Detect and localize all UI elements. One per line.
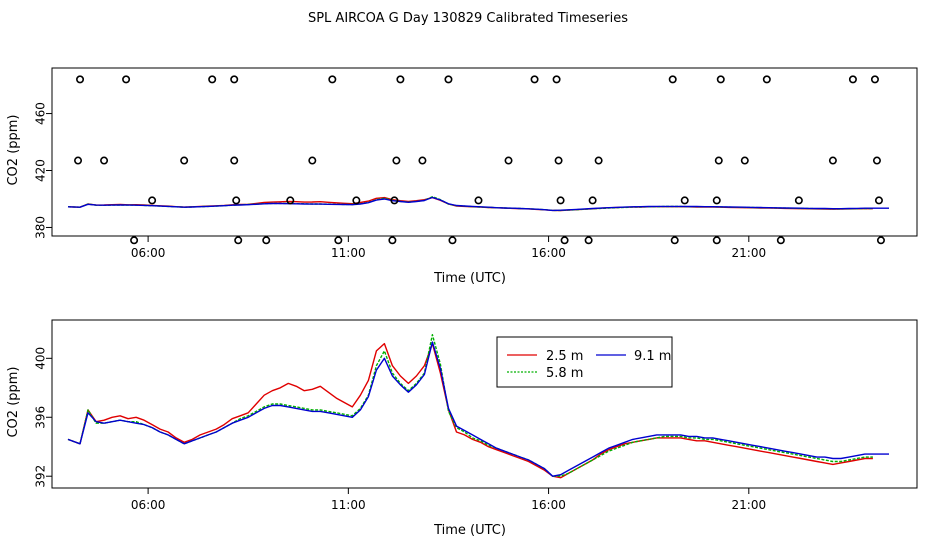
bottom-panel: Time (UTC) CO2 (ppm) 06:00 11:00 16:00 21:0… bbox=[6, 319, 918, 538]
calibration-point bbox=[130, 236, 139, 245]
top-panel: Time (UTC) CO2 (ppm) 06:00 11:00 16:00 21:0… bbox=[6, 67, 918, 286]
calibration-point bbox=[180, 156, 189, 165]
legend: 2.5 m 9.1 m 5.8 m bbox=[496, 336, 673, 388]
x-tick-label: 16:00 bbox=[531, 246, 566, 260]
calibration-point bbox=[670, 236, 679, 245]
calibration-point bbox=[762, 75, 771, 84]
y-tick-label: 396 bbox=[34, 406, 48, 429]
legend-label-2-5m: 2.5 m bbox=[546, 349, 583, 364]
calibration-point bbox=[208, 75, 217, 84]
calibration-point bbox=[334, 236, 343, 245]
calibration-point bbox=[876, 236, 885, 245]
calibration-point bbox=[100, 156, 109, 165]
series-line-9-1-m bbox=[67, 341, 889, 477]
calibration-point bbox=[680, 196, 689, 205]
calibration-point bbox=[716, 75, 725, 84]
calibration-point bbox=[530, 75, 539, 84]
bottom-y-axis-label: CO2 (ppm) bbox=[6, 366, 21, 437]
series-line-5-8-m bbox=[67, 334, 873, 477]
top-y-axis-label: CO2 (ppm) bbox=[6, 114, 21, 185]
calibration-point bbox=[848, 75, 857, 84]
y-tick-label: 380 bbox=[34, 216, 48, 239]
x-tick-label: 11:00 bbox=[331, 498, 366, 512]
calibration-point bbox=[234, 236, 243, 245]
calibration-point bbox=[148, 196, 157, 205]
x-tick-label: 21:00 bbox=[732, 246, 767, 260]
calibration-point bbox=[388, 236, 397, 245]
calibration-point bbox=[448, 236, 457, 245]
calibration-point bbox=[776, 236, 785, 245]
calibration-point bbox=[308, 156, 317, 165]
calibration-point bbox=[554, 156, 563, 165]
calibration-point bbox=[712, 196, 721, 205]
calibration-point bbox=[76, 75, 85, 84]
figure-title: SPL AIRCOA G Day 130829 Calibrated Times… bbox=[308, 11, 628, 26]
calibration-point bbox=[584, 236, 593, 245]
series-line-2-5-m bbox=[67, 196, 873, 212]
bottom-x-axis-label: Time (UTC) bbox=[433, 523, 506, 538]
bottom-plot-frame bbox=[51, 319, 918, 489]
calibration-point bbox=[794, 196, 803, 205]
calibration-point bbox=[504, 156, 513, 165]
calibration-point bbox=[474, 196, 483, 205]
calibration-point bbox=[872, 156, 881, 165]
calibration-point bbox=[230, 75, 239, 84]
x-tick-label: 06:00 bbox=[131, 246, 166, 260]
calibration-point bbox=[396, 75, 405, 84]
top-plot-frame bbox=[51, 67, 918, 237]
y-tick-label: 460 bbox=[34, 102, 48, 125]
calibration-point bbox=[352, 196, 361, 205]
calibration-point bbox=[232, 196, 241, 205]
calibration-point bbox=[714, 156, 723, 165]
calibration-point bbox=[392, 156, 401, 165]
calibration-point bbox=[560, 236, 569, 245]
calibration-point bbox=[870, 75, 879, 84]
series-line-9-1-m bbox=[67, 196, 889, 212]
calibration-point bbox=[74, 156, 83, 165]
calibration-point bbox=[230, 156, 239, 165]
calibration-point bbox=[668, 75, 677, 84]
calibration-point bbox=[740, 156, 749, 165]
x-tick-label: 16:00 bbox=[531, 498, 566, 512]
series-line-2-5-m bbox=[67, 342, 873, 479]
calibration-point bbox=[588, 196, 597, 205]
calibration-point bbox=[594, 156, 603, 165]
top-x-axis-label: Time (UTC) bbox=[433, 271, 506, 286]
calibration-point bbox=[286, 196, 295, 205]
legend-box bbox=[496, 336, 673, 388]
y-tick-label: 420 bbox=[34, 159, 48, 182]
calibration-point bbox=[328, 75, 337, 84]
calibration-point bbox=[874, 196, 883, 205]
calibration-point bbox=[444, 75, 453, 84]
y-tick-label: 400 bbox=[34, 347, 48, 370]
x-tick-label: 11:00 bbox=[331, 246, 366, 260]
legend-label-5-8m: 5.8 m bbox=[546, 366, 583, 381]
x-tick-label: 21:00 bbox=[732, 498, 767, 512]
calibration-point bbox=[262, 236, 271, 245]
calibration-point bbox=[390, 196, 399, 205]
calibration-point bbox=[712, 236, 721, 245]
calibration-point bbox=[552, 75, 561, 84]
x-tick-label: 06:00 bbox=[131, 498, 166, 512]
legend-label-9-1m: 9.1 m bbox=[634, 349, 671, 364]
calibration-point bbox=[418, 156, 427, 165]
calibration-point bbox=[556, 196, 565, 205]
calibration-point bbox=[828, 156, 837, 165]
calibration-point bbox=[122, 75, 131, 84]
y-tick-label: 392 bbox=[34, 465, 48, 488]
